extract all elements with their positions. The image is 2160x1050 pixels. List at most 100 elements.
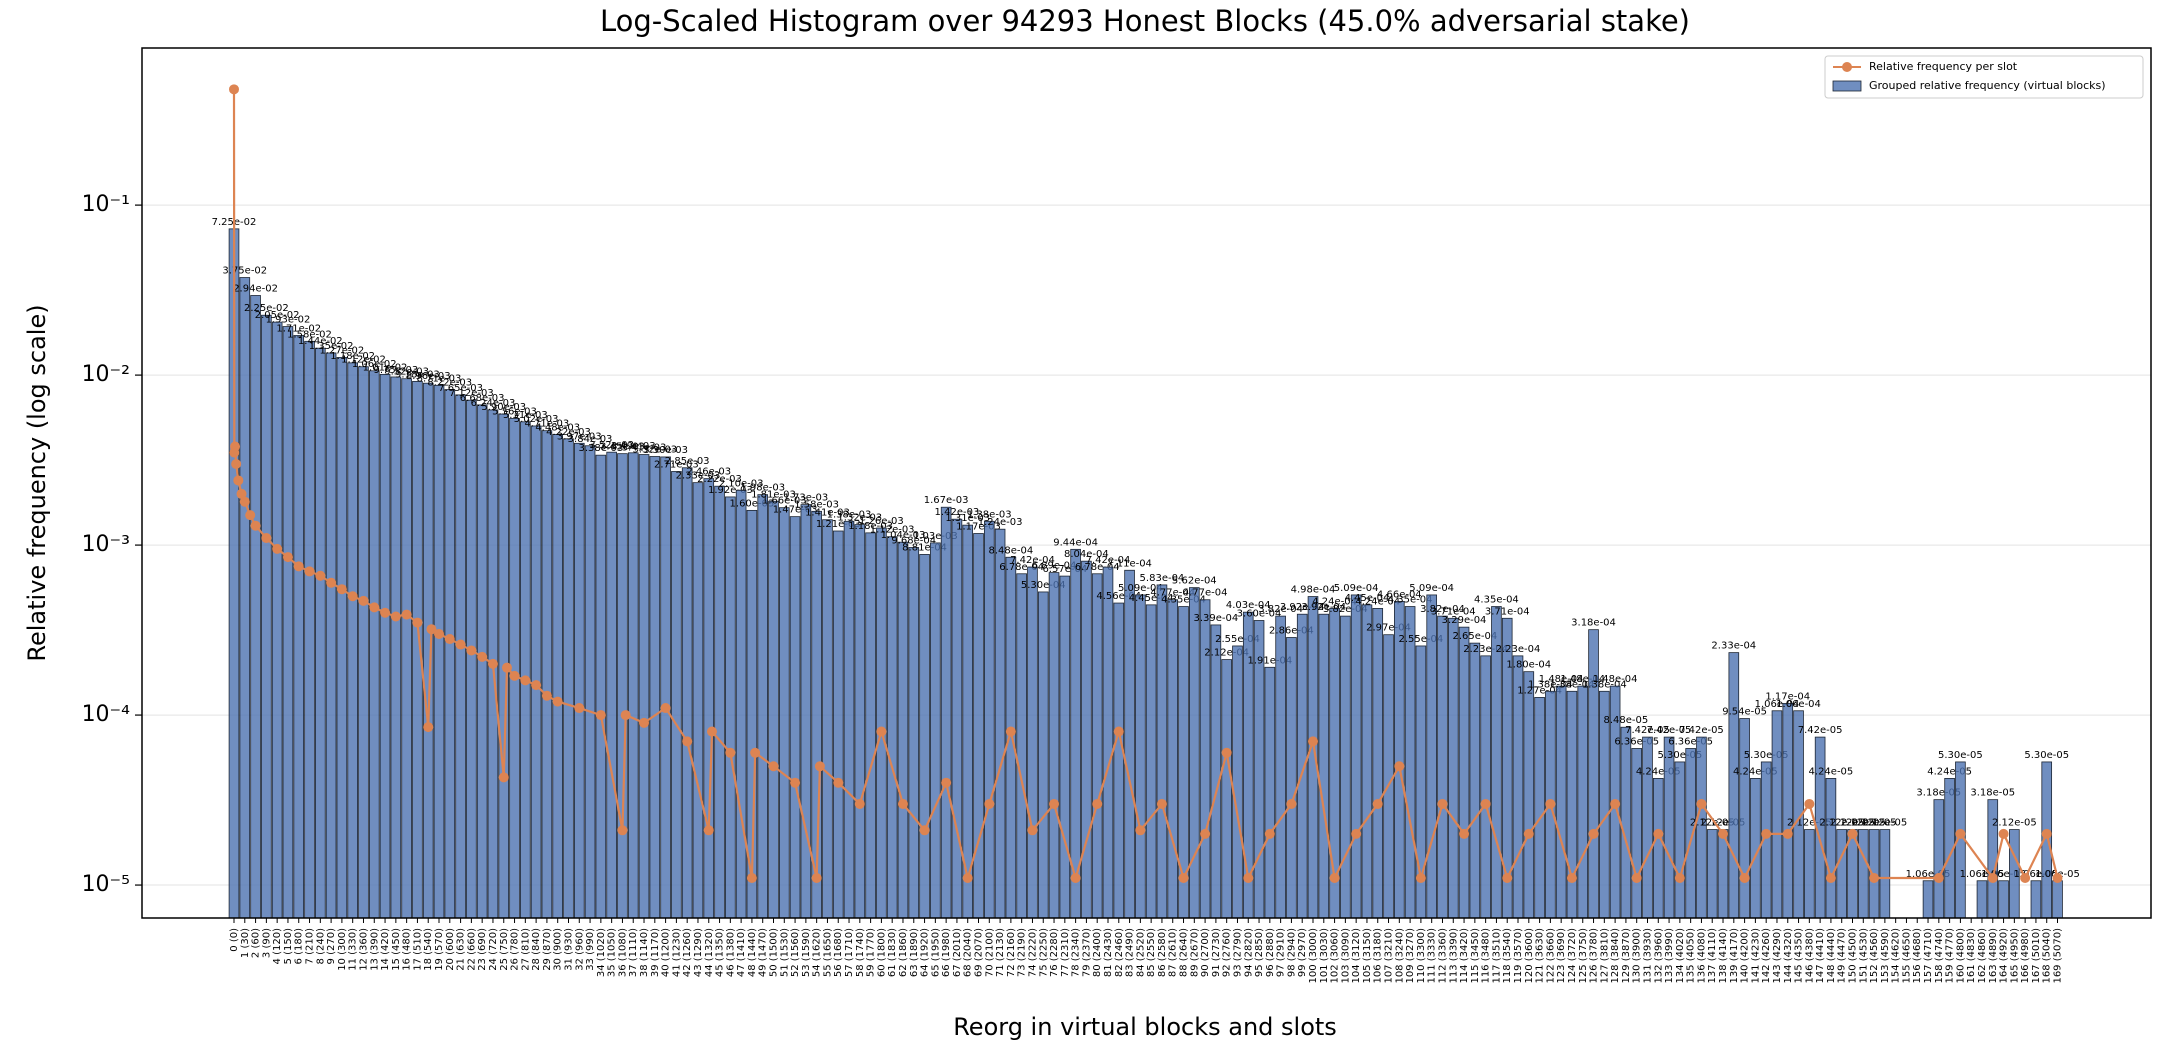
marker [897,798,908,809]
bar [1534,697,1545,919]
marker [236,488,247,499]
x-tick-label: 146 (4380) [1804,928,1815,984]
x-axis-label: Reorg in virtual blocks and slots [953,1013,1337,1041]
x-tick-label: 134 (4020) [1675,928,1686,984]
bar [1577,685,1589,919]
value-label: 1.04e-03 [881,530,926,541]
value-label: 3.71e-04 [1485,606,1530,617]
x-tick-label: 110 (3300) [1416,928,1427,984]
value-label: 1.92e-03 [708,485,753,496]
value-label: 2.12e-04 [1204,648,1249,659]
value-label: 3.82e-04 [1420,604,1465,615]
value-label: 1.18e-02 [330,351,375,362]
bar [347,362,358,919]
value-label: 2.12e-05 [1787,818,1832,829]
bar [1221,659,1232,919]
value-label: 2.55e-04 [1399,634,1444,645]
value-label: 1.24e-03 [978,517,1023,528]
value-label: 1.21e-03 [816,519,861,530]
x-tick-label: 4 (120) [272,928,283,965]
marker [1437,798,1448,809]
marker [1739,873,1750,884]
marker [466,645,477,656]
value-label: 3.18e-05 [1916,788,1961,799]
line-layer [229,84,2063,884]
value-label: 1.35e-02 [309,341,354,352]
marker [1674,873,1685,884]
value-label: 9.18e-03 [395,369,440,380]
value-label: 6.89e-04 [1032,561,1077,572]
value-label: 8.48e-05 [1604,715,1649,726]
bar [368,370,380,919]
value-label: 3.32e-03 [632,444,677,455]
legend-label: Relative frequency per slot [1869,60,2018,73]
x-tick-label: 85 (2550) [1146,928,1157,977]
marker [595,710,606,721]
bar [735,489,747,919]
x-tick-label: 163 (4890) [1988,928,1999,984]
value-label: 2.12e-05 [1852,818,1897,829]
bar [293,335,305,919]
marker [790,777,801,788]
bar [1264,666,1276,919]
value-label: 5.62e-04 [1172,576,1217,587]
bar [271,321,283,919]
marker [1987,873,1998,884]
value-label: 9.44e-04 [1053,537,1098,548]
value-label: 1.06e-02 [352,359,397,370]
bar [239,277,251,919]
value-label: 1.58e-02 [287,329,332,340]
bar [1469,642,1481,919]
bar [1135,594,1146,919]
x-tick-label: 156 (4680) [1912,928,1923,984]
x-tick-label: 3 (90) [261,928,272,958]
marker [2041,828,2052,839]
bar [315,347,326,919]
x-tick-label: 25 (750) [499,928,510,971]
value-label: 2.33e-04 [1711,641,1756,652]
marker [703,825,714,836]
marker [434,628,445,639]
value-label: 4.56e-04 [1096,591,1141,602]
marker [1804,798,1815,809]
x-tick-label: 6 (180) [294,928,305,965]
x-tick-label: 47 (1410) [736,928,747,977]
x-tick-label: 41 (1230) [671,928,682,977]
bar [1642,736,1653,919]
value-label: 1.44e-02 [298,336,343,347]
bar [1048,572,1060,919]
marker [501,662,512,673]
marker [390,611,401,622]
marker [426,624,437,635]
bar [1027,566,1038,919]
x-tick-label: 28 (840) [531,928,542,971]
value-label: 1.38e-04 [1550,679,1595,690]
x-tick-label: 104 (3120) [1351,928,1362,984]
marker [876,726,887,737]
marker [639,717,650,728]
x-tick-label: 105 (3150) [1362,928,1373,984]
x-tick-label: 62 (1860) [898,928,909,977]
value-label: 4.24e-04 [1312,596,1357,607]
marker [574,703,585,714]
value-label: 9.52e-03 [384,367,429,378]
bar [1296,613,1308,919]
value-label: 3.38e-03 [578,443,623,454]
x-tick-label: 30 (900) [553,928,564,971]
marker [811,873,822,884]
bar [1588,629,1599,919]
bar [325,352,337,919]
bar [1728,652,1740,919]
bar [358,366,369,919]
bar [250,295,261,919]
bar [1156,584,1168,919]
x-tick-label: 150 (4500) [1848,928,1859,984]
value-label: 1.48e-04 [1593,674,1638,685]
x-tick-label: 117 (3510) [1491,928,1502,984]
value-label: 1.12e-02 [341,355,386,366]
x-tick-label: 18 (540) [423,928,434,971]
x-tick-label: 73 (2190) [1017,928,1028,977]
value-label: 4.35e-04 [1474,595,1519,606]
value-label: 4.45e-04 [1345,593,1390,604]
x-tick-label: 9 (270) [326,928,337,965]
